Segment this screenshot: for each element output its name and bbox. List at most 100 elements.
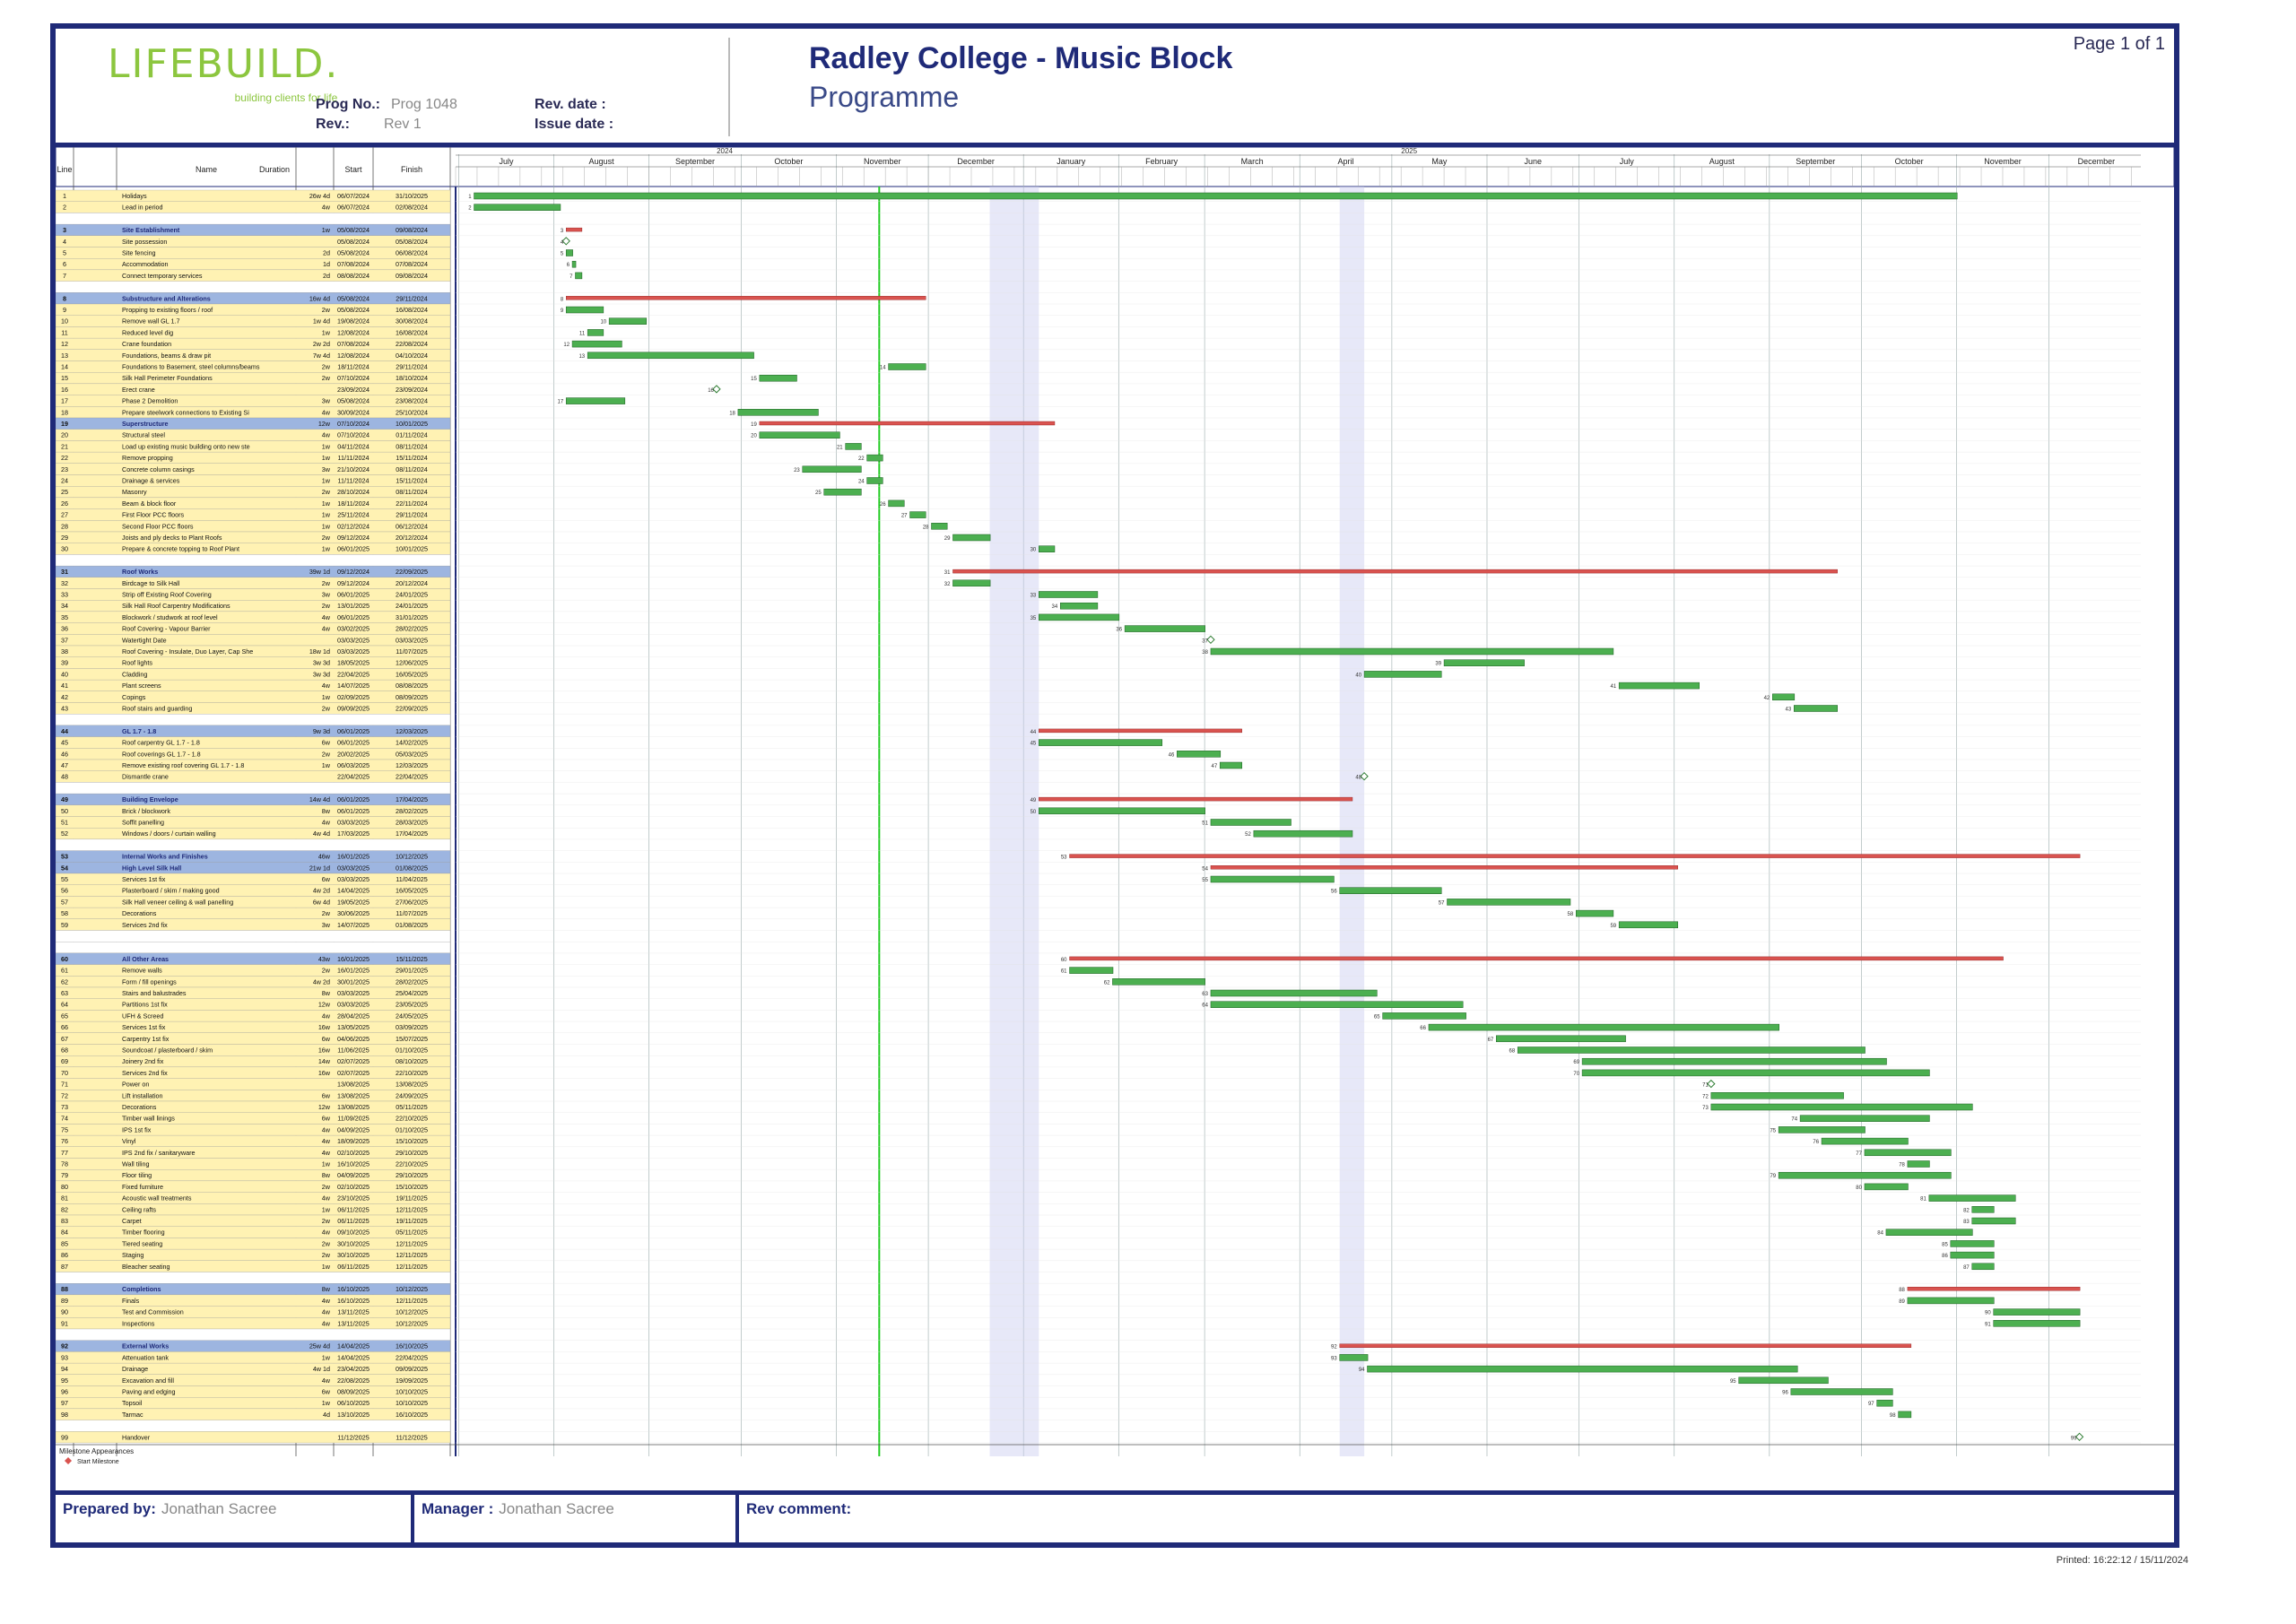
table-row bbox=[55, 1340, 451, 1352]
table-row bbox=[55, 520, 451, 533]
row-duration: 7w 4d bbox=[313, 352, 330, 360]
task-bar bbox=[1253, 829, 1353, 838]
row-start: 11/11/2024 bbox=[338, 454, 370, 462]
row-duration: 2w bbox=[322, 1183, 331, 1191]
row-line-number: 97 bbox=[61, 1399, 68, 1407]
row-line-number: 81 bbox=[61, 1194, 68, 1203]
bar-id-label: 53 bbox=[1061, 855, 1067, 861]
table-row bbox=[55, 440, 451, 453]
gantt-body: Line Name Duration Start Finish July August Sep… bbox=[55, 146, 2175, 1496]
row-duration: 4d bbox=[323, 1411, 330, 1419]
bar-id-label: 4 bbox=[561, 240, 564, 246]
row-duration: 1w bbox=[322, 1263, 331, 1271]
task-bar bbox=[1772, 693, 1796, 701]
row-line-number: 96 bbox=[61, 1388, 68, 1396]
bar-id-label: 58 bbox=[1568, 912, 1574, 917]
row-finish: 09/08/2024 bbox=[396, 272, 428, 280]
programme-sheet: LIFEBUILD. building clients for life Pro… bbox=[50, 23, 2179, 1548]
task-bar bbox=[1778, 1171, 1952, 1179]
row-line-number: 5 bbox=[63, 249, 66, 257]
row-task-name: Erect crane bbox=[122, 386, 155, 394]
row-start: 06/01/2025 bbox=[337, 807, 370, 815]
row-finish: 12/03/2025 bbox=[396, 761, 428, 769]
row-task-name: Remove walls bbox=[122, 967, 162, 975]
row-start: 16/01/2025 bbox=[337, 967, 370, 975]
row-finish: 03/03/2025 bbox=[396, 636, 428, 644]
row-finish: 16/05/2025 bbox=[396, 670, 428, 678]
table-row bbox=[55, 1214, 451, 1227]
task-bar bbox=[1367, 1365, 1798, 1373]
legend-title: Milestone Appearances bbox=[59, 1447, 134, 1455]
row-duration: 26w 4d bbox=[309, 192, 330, 200]
row-duration: 3w 3d bbox=[313, 670, 330, 678]
milestone-marker bbox=[1360, 771, 1369, 781]
row-finish: 16/05/2025 bbox=[396, 887, 428, 895]
row-duration: 2w bbox=[322, 750, 331, 758]
bar-id-label: 15 bbox=[751, 377, 757, 382]
issue-date-label: Issue date : bbox=[535, 117, 614, 132]
row-duration: 4w 1d bbox=[313, 1365, 330, 1373]
bar-id-label: 71 bbox=[1702, 1083, 1709, 1089]
task-bar bbox=[1447, 899, 1571, 906]
row-task-name: Inspections bbox=[122, 1319, 155, 1327]
bar-id-label: 51 bbox=[1202, 821, 1208, 827]
row-finish: 14/02/2025 bbox=[396, 739, 428, 747]
row-duration: 2d bbox=[323, 272, 330, 280]
task-bar bbox=[1799, 1115, 1930, 1122]
table-row bbox=[55, 611, 451, 623]
bar-id-label: 50 bbox=[1031, 810, 1037, 815]
row-duration: 2w bbox=[322, 967, 331, 975]
summary-bar bbox=[1069, 956, 2004, 961]
task-bar bbox=[1210, 989, 1378, 997]
row-start: 06/11/2025 bbox=[337, 1263, 369, 1271]
table-row bbox=[55, 986, 451, 999]
row-finish: 12/11/2025 bbox=[396, 1205, 427, 1213]
task-bar bbox=[1907, 1297, 1995, 1305]
row-duration: 4w bbox=[322, 682, 331, 690]
row-task-name: Joinery 2nd fix bbox=[122, 1057, 164, 1065]
table-row bbox=[55, 337, 451, 350]
row-start: 18/05/2025 bbox=[337, 659, 370, 667]
row-finish: 10/10/2025 bbox=[396, 1399, 428, 1407]
start-milestone-icon bbox=[65, 1457, 72, 1464]
row-start: 30/06/2025 bbox=[337, 909, 370, 917]
row-finish: 11/04/2025 bbox=[396, 875, 427, 883]
row-finish: 07/08/2024 bbox=[396, 260, 428, 268]
row-task-name: Beam & block floor bbox=[122, 499, 177, 508]
prog-no-value: Prog 1048 bbox=[391, 97, 457, 112]
bar-id-label: 24 bbox=[858, 480, 865, 485]
table-row bbox=[55, 395, 451, 407]
task-bar bbox=[571, 340, 622, 348]
row-finish: 08/11/2024 bbox=[396, 465, 427, 473]
row-line-number: 63 bbox=[61, 989, 68, 997]
task-bar bbox=[1907, 1160, 1930, 1168]
bar-id-label: 42 bbox=[1764, 696, 1770, 701]
row-task-name: Reduced level dig bbox=[122, 328, 173, 336]
table-row bbox=[55, 1351, 451, 1364]
row-finish: 28/02/2025 bbox=[396, 977, 428, 986]
row-line-number: 12 bbox=[61, 340, 68, 348]
row-start: 21/10/2024 bbox=[337, 465, 370, 473]
bar-id-label: 91 bbox=[1985, 1322, 1991, 1327]
month-label: September bbox=[1796, 157, 1835, 166]
row-start: 06/10/2025 bbox=[337, 1399, 370, 1407]
row-start: 05/08/2024 bbox=[337, 294, 370, 302]
table-row bbox=[55, 1248, 451, 1261]
row-task-name: Finals bbox=[122, 1297, 140, 1305]
table-row bbox=[55, 474, 451, 487]
row-line-number: 4 bbox=[63, 238, 66, 246]
row-task-name: IPS 2nd fix / sanitaryware bbox=[122, 1149, 196, 1157]
row-line-number: 30 bbox=[61, 545, 68, 553]
row-start: 06/11/2025 bbox=[337, 1205, 369, 1213]
bar-id-label: 96 bbox=[1782, 1391, 1788, 1396]
bar-id-label: 19 bbox=[751, 422, 757, 428]
row-finish: 01/08/2025 bbox=[396, 864, 428, 872]
col-header-finish: Finish bbox=[401, 165, 422, 174]
row-duration: 46w bbox=[318, 853, 331, 861]
row-duration: 2w bbox=[322, 705, 331, 713]
row-line-number: 20 bbox=[61, 431, 68, 439]
bar-id-label: 44 bbox=[1031, 730, 1037, 735]
bar-id-label: 75 bbox=[1770, 1128, 1776, 1133]
row-duration: 8w bbox=[322, 1285, 331, 1293]
col-header-line: Line bbox=[57, 165, 72, 174]
